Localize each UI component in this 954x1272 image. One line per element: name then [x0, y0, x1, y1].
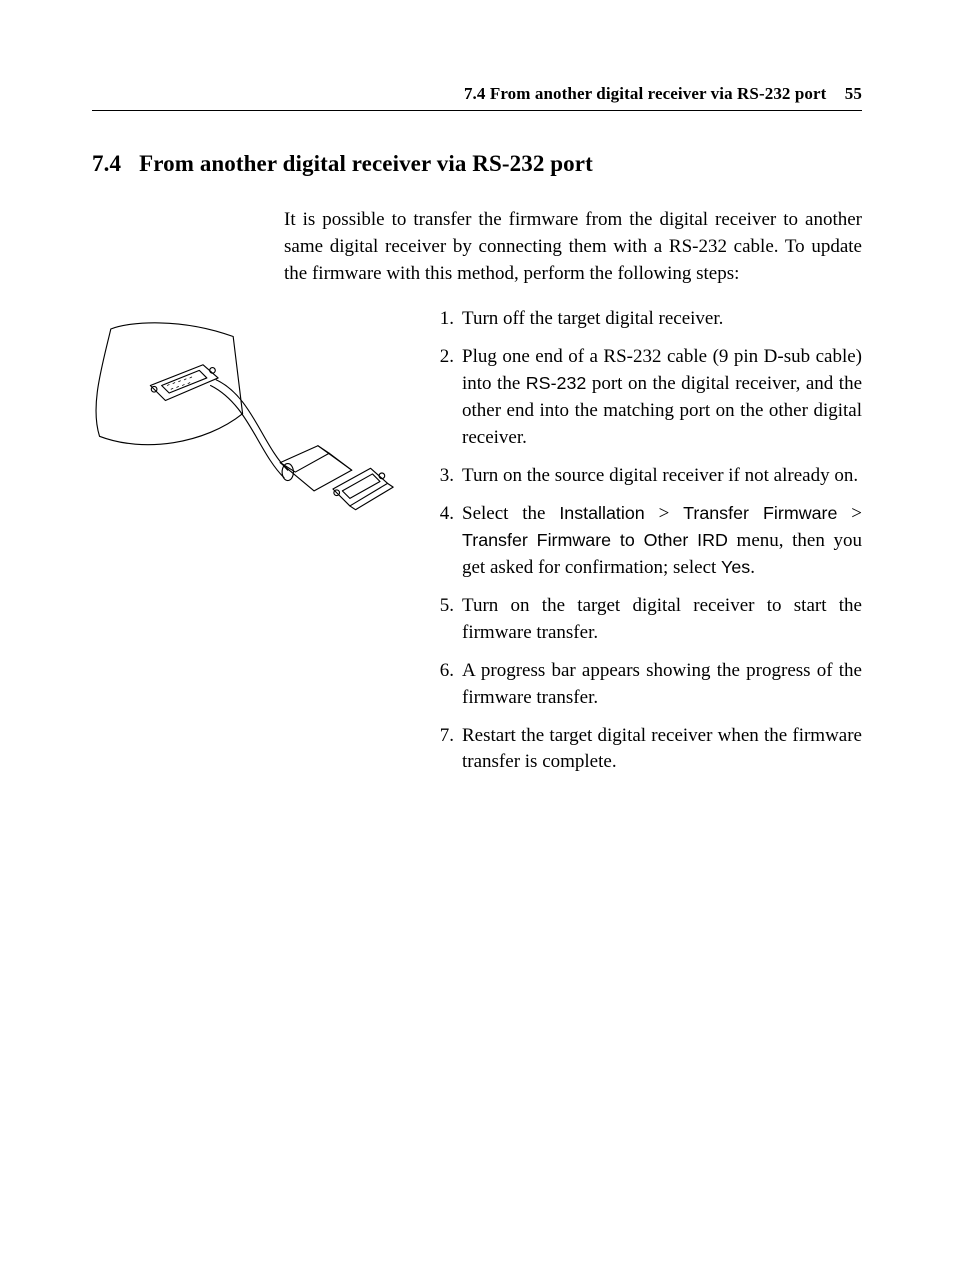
inline-code: Installation: [559, 503, 644, 523]
step-text: Restart the target digital receiver when…: [462, 723, 862, 777]
inline-code: RS-232: [526, 373, 587, 393]
inline-code: Yes: [721, 557, 750, 577]
inline-code: Transfer Firmware: [683, 503, 837, 523]
step-7: 7. Restart the target digital receiver w…: [430, 723, 862, 777]
step-number: 3.: [430, 463, 454, 490]
rs232-svg: [92, 312, 412, 538]
section-title: From another digital receiver via RS-232…: [139, 151, 593, 176]
step-number: 4.: [430, 501, 454, 582]
steps-list: 1. Turn off the target digital receiver.…: [430, 306, 862, 788]
page: 7.4 From another digital receiver via RS…: [0, 0, 954, 847]
step-6: 6. A progress bar appears showing the pr…: [430, 658, 862, 712]
running-header: 7.4 From another digital receiver via RS…: [92, 84, 862, 111]
rs232-illustration: [92, 306, 430, 538]
step-text: Turn on the source digital receiver if n…: [462, 463, 862, 490]
step-number: 1.: [430, 306, 454, 333]
step-number: 6.: [430, 658, 454, 712]
step-number: 5.: [430, 593, 454, 647]
step-3: 3. Turn on the source digital receiver i…: [430, 463, 862, 490]
step-text: Plug one end of a RS-232 cable (9 pin D-…: [462, 344, 862, 452]
step-4: 4. Select the Installation > Transfer Fi…: [430, 501, 862, 582]
step-number: 2.: [430, 344, 454, 452]
section-heading: 7.4 From another digital receiver via RS-…: [92, 151, 862, 177]
step-text: A progress bar appears showing the progr…: [462, 658, 862, 712]
step-2: 2. Plug one end of a RS-232 cable (9 pin…: [430, 344, 862, 452]
content-columns: 1. Turn off the target digital receiver.…: [92, 306, 862, 788]
step-number: 7.: [430, 723, 454, 777]
step-5: 5. Turn on the target digital receiver t…: [430, 593, 862, 647]
inline-code: Transfer Firmware to Other IRD: [462, 530, 728, 550]
intro-paragraph: It is possible to transfer the firmware …: [284, 207, 862, 288]
section-number: 7.4: [92, 151, 121, 177]
running-title: 7.4 From another digital receiver via RS…: [464, 84, 826, 103]
page-number: 55: [845, 84, 862, 103]
step-text: Select the Installation > Transfer Firmw…: [462, 501, 862, 582]
step-text: Turn on the target digital receiver to s…: [462, 593, 862, 647]
step-1: 1. Turn off the target digital receiver.: [430, 306, 862, 333]
step-text: Turn off the target digital receiver.: [462, 306, 862, 333]
